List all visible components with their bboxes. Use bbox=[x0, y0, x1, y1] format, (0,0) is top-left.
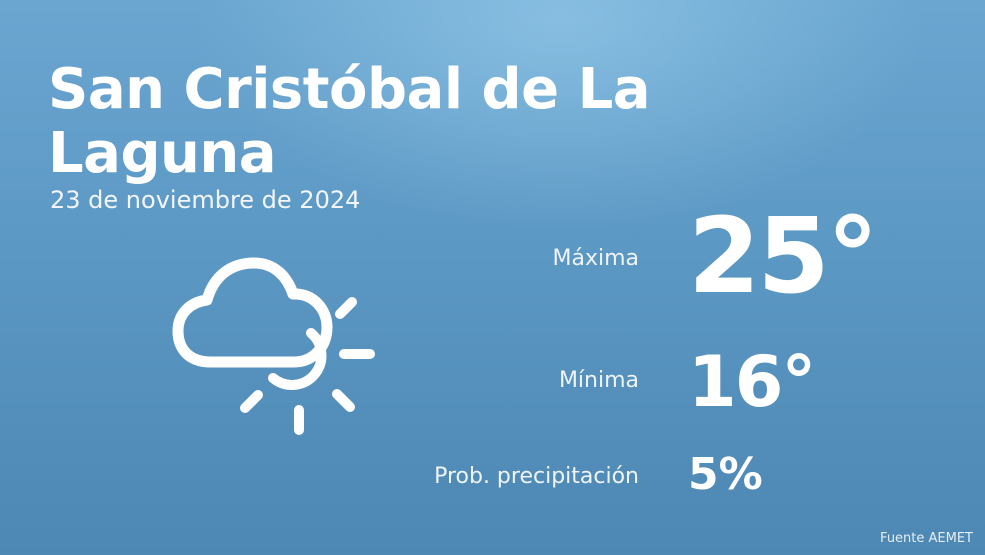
min-temp-label: Mínima bbox=[558, 368, 639, 393]
cloud-sun-icon bbox=[170, 255, 385, 440]
min-temp-value: 16° bbox=[688, 341, 816, 423]
precipitation-value: 5% bbox=[688, 449, 763, 500]
city-title: San Cristóbal de La Laguna bbox=[48, 57, 651, 186]
max-temp-value: 25° bbox=[688, 195, 879, 317]
max-temp-label: Máxima bbox=[552, 246, 639, 271]
data-source: Fuente AEMET bbox=[880, 531, 973, 546]
forecast-date: 23 de noviembre de 2024 bbox=[50, 186, 361, 214]
precipitation-label: Prob. precipitación bbox=[434, 464, 639, 489]
